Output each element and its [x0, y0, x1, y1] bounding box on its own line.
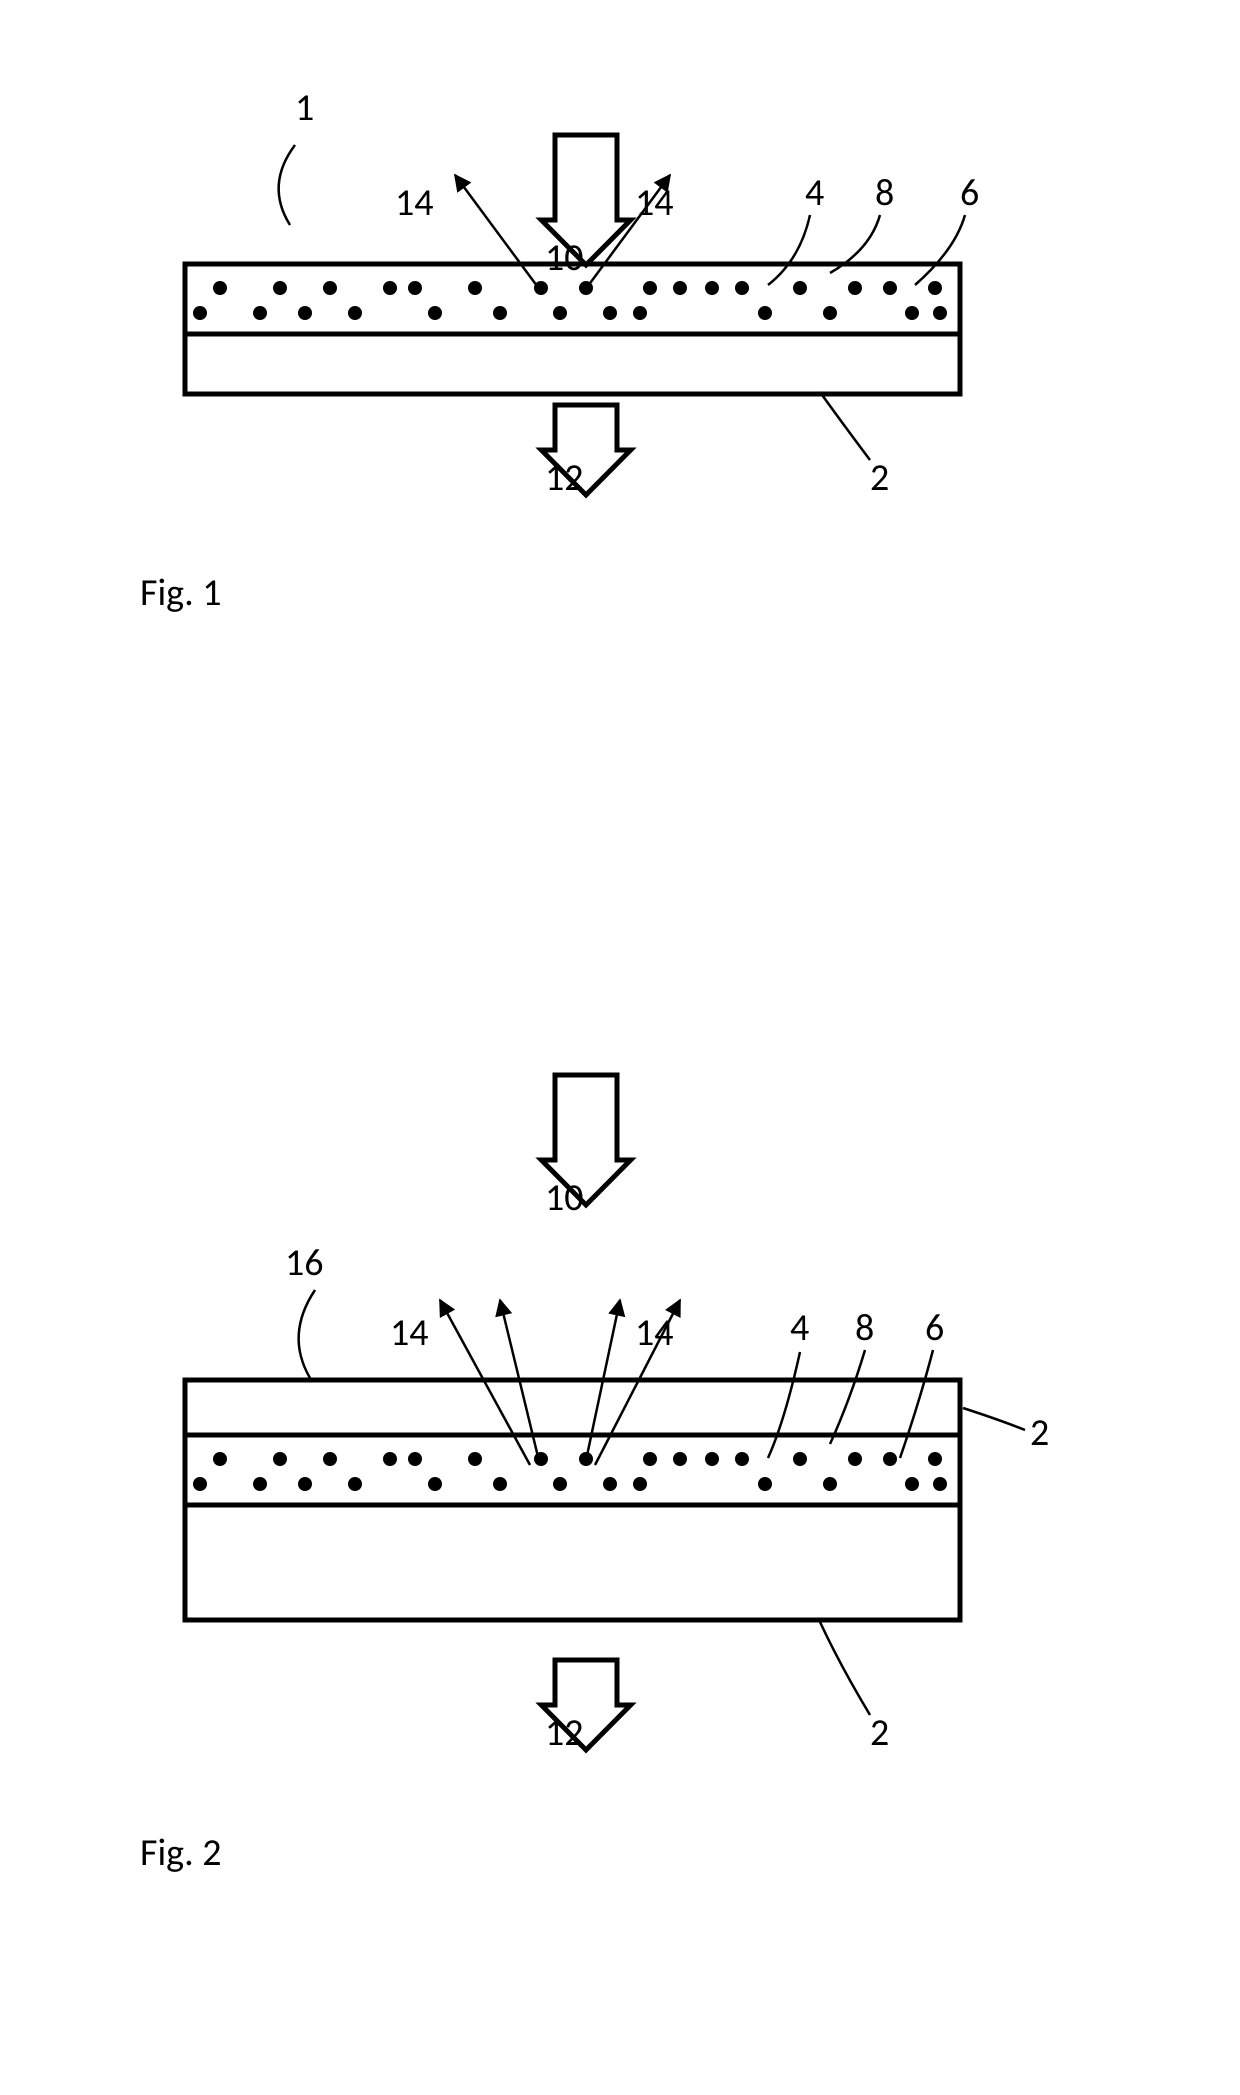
- ref-10: 10: [545, 235, 584, 281]
- ref-12: 12: [545, 455, 584, 501]
- ref-12: 12: [545, 1710, 584, 1756]
- figure-1-diagram: [0, 0, 1240, 700]
- figure-2-diagram: [0, 900, 1240, 1900]
- ref-10: 10: [545, 1175, 584, 1221]
